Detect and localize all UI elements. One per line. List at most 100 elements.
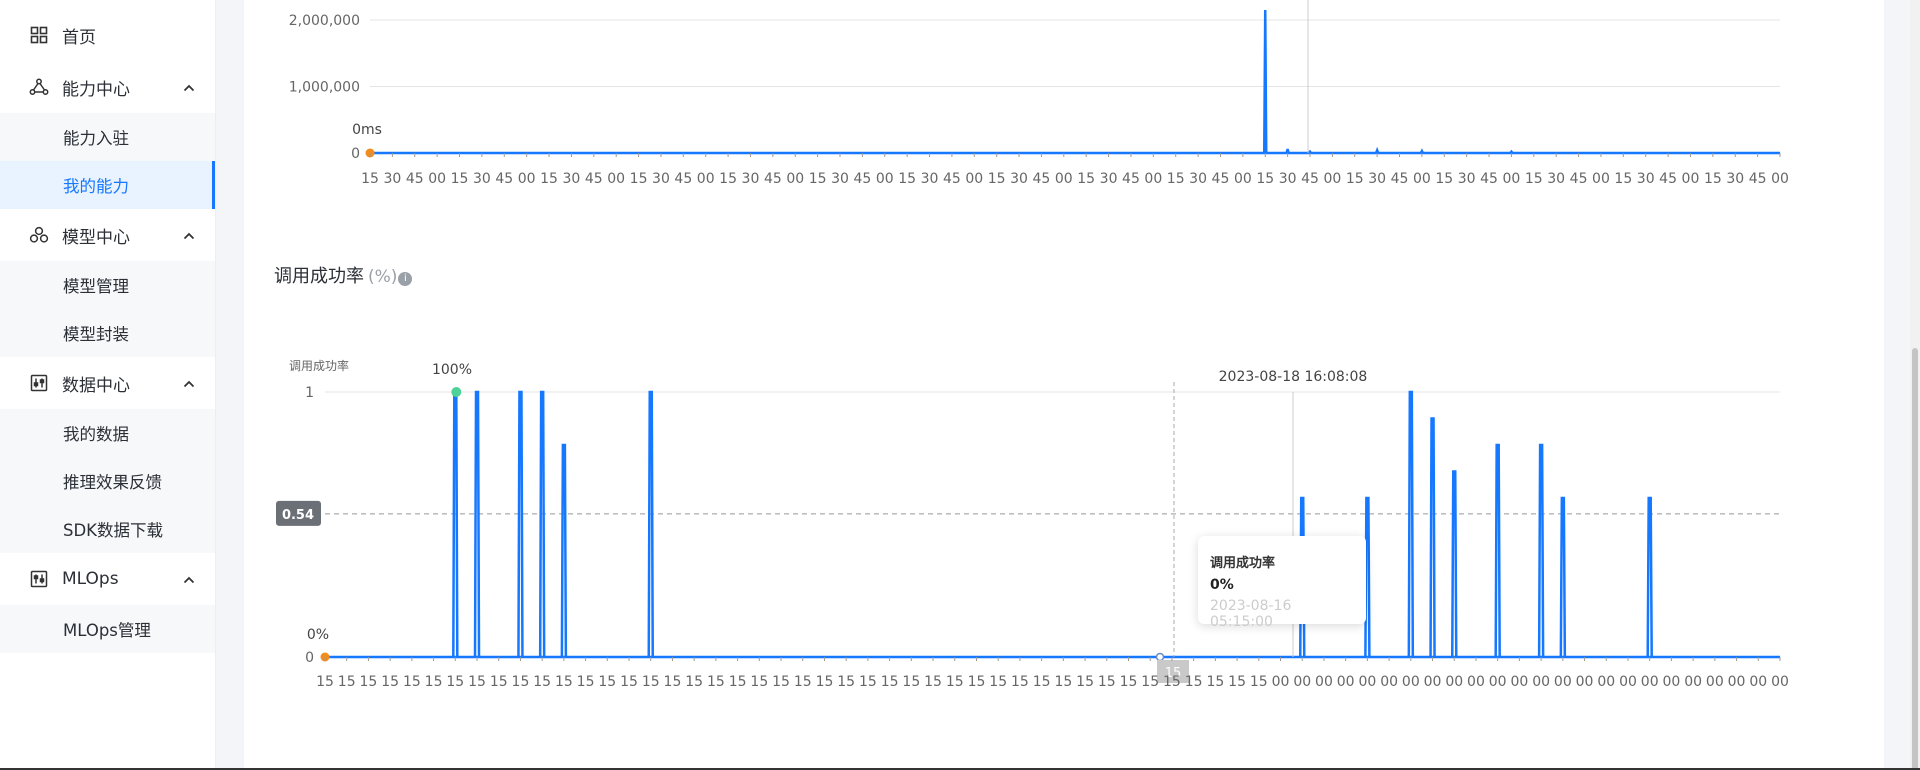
chevron-up-icon[interactable] [183, 77, 195, 96]
x-tick-label: 30 [1458, 171, 1476, 187]
x-tick-label: 15 [425, 674, 443, 690]
x-tick-label: 30 [1100, 171, 1118, 187]
series-line [1262, 10, 1514, 154]
tooltip-value: 0% [1210, 577, 1234, 593]
x-tick-label: 00 [1315, 674, 1333, 690]
x-tick-label: 45 [585, 171, 603, 187]
hover-time-label: 2023-08-18 16:08:08 [1219, 369, 1368, 385]
chevron-up-icon[interactable] [183, 373, 195, 392]
x-tick-label: 15 [577, 674, 595, 690]
window-bottom-edge [0, 768, 1920, 770]
x-tick-label: 00 [1663, 674, 1681, 690]
x-tick-label: 15 [719, 171, 737, 187]
x-tick-label: 15 [837, 674, 855, 690]
chevron-up-icon[interactable] [183, 225, 195, 244]
data-sliders-icon [28, 372, 50, 394]
x-tick-label: 15 [809, 171, 827, 187]
sidebar-item[interactable]: 模型封装 [63, 325, 129, 344]
x-tick-label: 30 [1279, 171, 1297, 187]
x-tick-label: 00 [1380, 674, 1398, 690]
x-tick-label: 15 [946, 674, 964, 690]
x-tick-label: 30 [1368, 171, 1386, 187]
sidebar-item[interactable]: SDK数据下载 [63, 521, 163, 540]
x-tick-label: 15 [381, 674, 399, 690]
sidebar-group-2[interactable]: 模型中心 [0, 209, 215, 261]
x-tick-label: 00 [1144, 171, 1162, 187]
x-tick-label: 00 [786, 171, 804, 187]
success-rate-chart: 调用成功率 1 0 0.54 2023-08-18 16:08:08 15 100% 0% 15… [276, 358, 1789, 690]
x-tick-label: 30 [563, 171, 581, 187]
sidebar-group-3[interactable]: 数据中心 [0, 357, 215, 409]
x-tick-label: 30 [921, 171, 939, 187]
x-tick-label: 15 [1141, 674, 1159, 690]
max-point-label: 100% [432, 362, 472, 378]
x-tick-label: 15 [1206, 674, 1224, 690]
x-tick-label: 15 [338, 674, 356, 690]
x-tick-label: 00 [1272, 674, 1290, 690]
x-tick-label: 00 [697, 171, 715, 187]
axis-pointer-label: 15 [1165, 666, 1182, 681]
x-tick-label: 30 [1189, 171, 1207, 187]
sidebar-group-4[interactable]: MLOps [0, 553, 215, 605]
chevron-up-icon[interactable] [183, 569, 195, 588]
x-tick-label: 15 [685, 674, 703, 690]
x-tick-label: 15 [1098, 674, 1116, 690]
model-cluster-icon [28, 224, 50, 246]
x-tick-label: 15 [664, 674, 682, 690]
chart-tooltip: 调用成功率 0% 2023-08-16 05:15:00 [1198, 536, 1366, 630]
x-tick-label: 00 [1510, 674, 1528, 690]
x-tick-label: 15 [989, 674, 1007, 690]
x-tick-label: 15 [1614, 171, 1632, 187]
network-nodes-icon [28, 76, 50, 98]
x-tick-label: 00 [1337, 674, 1355, 690]
x-tick-label: 00 [1771, 171, 1789, 187]
sidebar-item[interactable]: 我的数据 [63, 425, 129, 444]
x-tick-label: 15 [451, 171, 469, 187]
sidebar-group-1[interactable]: 能力中心 [0, 61, 215, 113]
x-tick-label: 00 [1749, 674, 1767, 690]
sidebar-item[interactable]: 能力入驻 [63, 129, 129, 148]
x-tick-label: 15 [642, 674, 660, 690]
x-tick-label: 30 [1726, 171, 1744, 187]
x-tick-label: 15 [1346, 171, 1364, 187]
x-tick-label: 15 [968, 674, 986, 690]
x-tick-label: 45 [674, 171, 692, 187]
x-tick-label: 00 [1532, 674, 1550, 690]
x-tick-label: 15 [361, 171, 379, 187]
x-tick-label: 15 [729, 674, 747, 690]
x-tick-label: 45 [1480, 171, 1498, 187]
x-tick-label: 15 [1704, 171, 1722, 187]
x-tick-label: 15 [794, 674, 812, 690]
x-tick-label: 15 [707, 674, 725, 690]
y-tick-label: 0 [305, 650, 314, 666]
x-tick-label: 15 [620, 674, 638, 690]
x-tick-label: 15 [898, 171, 916, 187]
x-tick-label: 15 [1163, 674, 1181, 690]
sidebar-item[interactable]: 推理效果反馈 [63, 473, 162, 492]
x-tick-label: 00 [1358, 674, 1376, 690]
scrollbar-thumb[interactable] [1912, 348, 1918, 770]
x-tick-label: 00 [1706, 674, 1724, 690]
tooltip-time: 2023-08-16 05:15:00 [1210, 598, 1292, 630]
x-tick-label: 45 [495, 171, 513, 187]
info-icon[interactable]: i [398, 272, 413, 286]
x-tick-label: 15 [540, 171, 558, 187]
max-point-marker [451, 387, 462, 397]
x-tick-label: 15 [750, 674, 768, 690]
sidebar-group-label: 模型中心 [62, 227, 130, 248]
x-tick-label: 45 [853, 171, 871, 187]
sidebar-item[interactable]: 模型管理 [63, 277, 129, 296]
x-tick-label: 00 [1467, 674, 1485, 690]
x-tick-label: 45 [1033, 171, 1051, 187]
x-tick-label: 15 [988, 171, 1006, 187]
sidebar-item[interactable]: 我的能力 [0, 161, 215, 209]
x-tick-label: 00 [1424, 674, 1442, 690]
sidebar-item[interactable]: MLOps管理 [63, 621, 151, 640]
x-tick-label: 30 [1637, 171, 1655, 187]
sidebar-group-0[interactable]: 首页 [0, 9, 215, 61]
min-point-label: 0ms [352, 122, 382, 138]
x-tick-label: 00 [1728, 674, 1746, 690]
x-tick-label: 30 [1547, 171, 1565, 187]
y-tick-label: 1 [305, 385, 314, 401]
